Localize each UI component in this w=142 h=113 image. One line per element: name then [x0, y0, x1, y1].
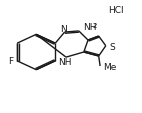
Text: NH: NH	[58, 58, 72, 66]
Text: HCl: HCl	[108, 6, 124, 15]
Text: Me: Me	[103, 62, 116, 71]
Text: N: N	[60, 25, 67, 34]
Text: S: S	[109, 42, 115, 51]
Text: F: F	[9, 57, 14, 66]
Text: 2: 2	[92, 23, 97, 29]
Text: NH: NH	[83, 23, 96, 32]
